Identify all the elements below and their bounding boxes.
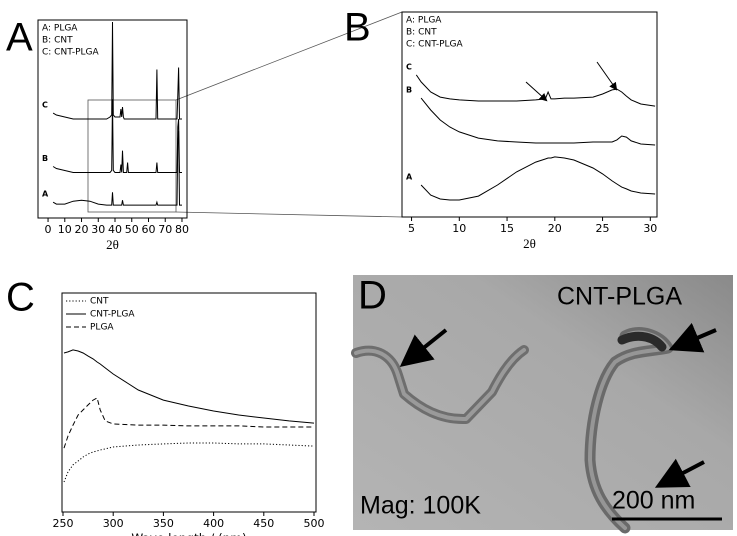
series-label: C bbox=[42, 101, 48, 110]
series-label: A bbox=[406, 173, 413, 182]
legend-label: PLGA bbox=[90, 323, 114, 333]
series-line bbox=[415, 74, 656, 107]
image-title: CNT-PLGA bbox=[557, 283, 682, 311]
series-label: B bbox=[42, 154, 48, 163]
x-tick-label: 10 bbox=[58, 223, 72, 236]
series-line bbox=[52, 130, 182, 206]
legend-entry: A: PLGA bbox=[42, 24, 78, 34]
legend-entry: A: PLGA bbox=[406, 16, 442, 26]
x-tick-label: 15 bbox=[500, 222, 514, 235]
x-axis-label: 2θ bbox=[523, 236, 536, 251]
peak-arrows bbox=[525, 61, 618, 102]
legend-label: CNT-PLGA bbox=[90, 310, 135, 320]
zoom-box bbox=[87, 99, 177, 213]
x-tick-label: 300 bbox=[103, 517, 124, 530]
series-line bbox=[420, 156, 656, 201]
zoom-line bbox=[175, 211, 403, 218]
x-tick-label: 50 bbox=[125, 223, 139, 236]
zoom-line bbox=[175, 11, 403, 101]
x-tick-label: 400 bbox=[203, 517, 224, 530]
x-axis-label: 2θ bbox=[106, 237, 119, 252]
plot-frame bbox=[61, 292, 317, 513]
legend-entry: C: CNT-PLGA bbox=[42, 48, 100, 58]
arrow bbox=[399, 328, 448, 367]
series-line bbox=[52, 21, 182, 120]
x-tick-label: 30 bbox=[643, 222, 657, 235]
polymer-coating bbox=[617, 331, 667, 352]
series-line bbox=[420, 97, 656, 146]
arrow bbox=[668, 322, 717, 353]
x-tick-label: 25 bbox=[596, 222, 610, 235]
legend-entry: C: CNT-PLGA bbox=[406, 40, 464, 50]
magnification: Mag: 100K bbox=[360, 492, 481, 520]
panel-label: A bbox=[6, 16, 33, 60]
series-label: C bbox=[406, 62, 412, 71]
x-axis-label: Wave length / (nm) bbox=[131, 532, 246, 536]
x-tick-label: 350 bbox=[153, 517, 174, 530]
zoom-guides bbox=[87, 11, 403, 218]
legend-entry: B: CNT bbox=[42, 36, 73, 46]
series-label: B bbox=[406, 86, 412, 95]
legend-entry: B: CNT bbox=[406, 28, 437, 38]
x-tick-label: 60 bbox=[141, 223, 155, 236]
plot-frame bbox=[37, 19, 188, 219]
x-tick-label: 0 bbox=[45, 223, 52, 236]
series-line bbox=[63, 349, 315, 424]
x-tick-label: 450 bbox=[253, 517, 274, 530]
panel-label: D bbox=[358, 274, 387, 318]
x-tick-label: 70 bbox=[158, 223, 172, 236]
x-tick-label: 40 bbox=[108, 223, 122, 236]
panel: B 5 10 15 20 25 30 2θ A B C A: PLGA B: CNT C: CNT-PLG… bbox=[344, 6, 658, 251]
x-tick-label: 20 bbox=[75, 223, 89, 236]
x-tick-label: 10 bbox=[452, 222, 466, 235]
legend-label: CNT bbox=[90, 297, 109, 307]
x-tick-label: 30 bbox=[91, 223, 105, 236]
plot-frame bbox=[401, 11, 658, 218]
panel: C 250 300 350 400 450 500 Wave length / (nm) CNT… bbox=[6, 276, 324, 536]
arrow bbox=[654, 458, 705, 488]
series-label: A bbox=[42, 190, 49, 199]
nanotube-core bbox=[354, 348, 526, 422]
panel: A 0 10 20 30 40 50 60 70 80 2θ A B C A: PLGA B: CNT C: C… bbox=[6, 16, 189, 252]
arrow bbox=[525, 81, 548, 102]
tem-image: D CNT-PLGA Mag: 100K 200 nm bbox=[351, 274, 733, 534]
x-tick-label: 500 bbox=[303, 517, 324, 530]
x-tick-label: 20 bbox=[548, 222, 562, 235]
series-line bbox=[52, 99, 182, 173]
x-tick-label: 250 bbox=[53, 517, 74, 530]
series-line bbox=[63, 442, 315, 483]
series-line bbox=[63, 397, 314, 449]
x-tick-label: 5 bbox=[408, 222, 415, 235]
panel-label: B bbox=[344, 6, 371, 50]
arrow bbox=[596, 61, 618, 91]
scale-bar-label: 200 nm bbox=[612, 487, 695, 515]
x-tick-label: 80 bbox=[175, 223, 189, 236]
panel-label: C bbox=[6, 276, 35, 320]
